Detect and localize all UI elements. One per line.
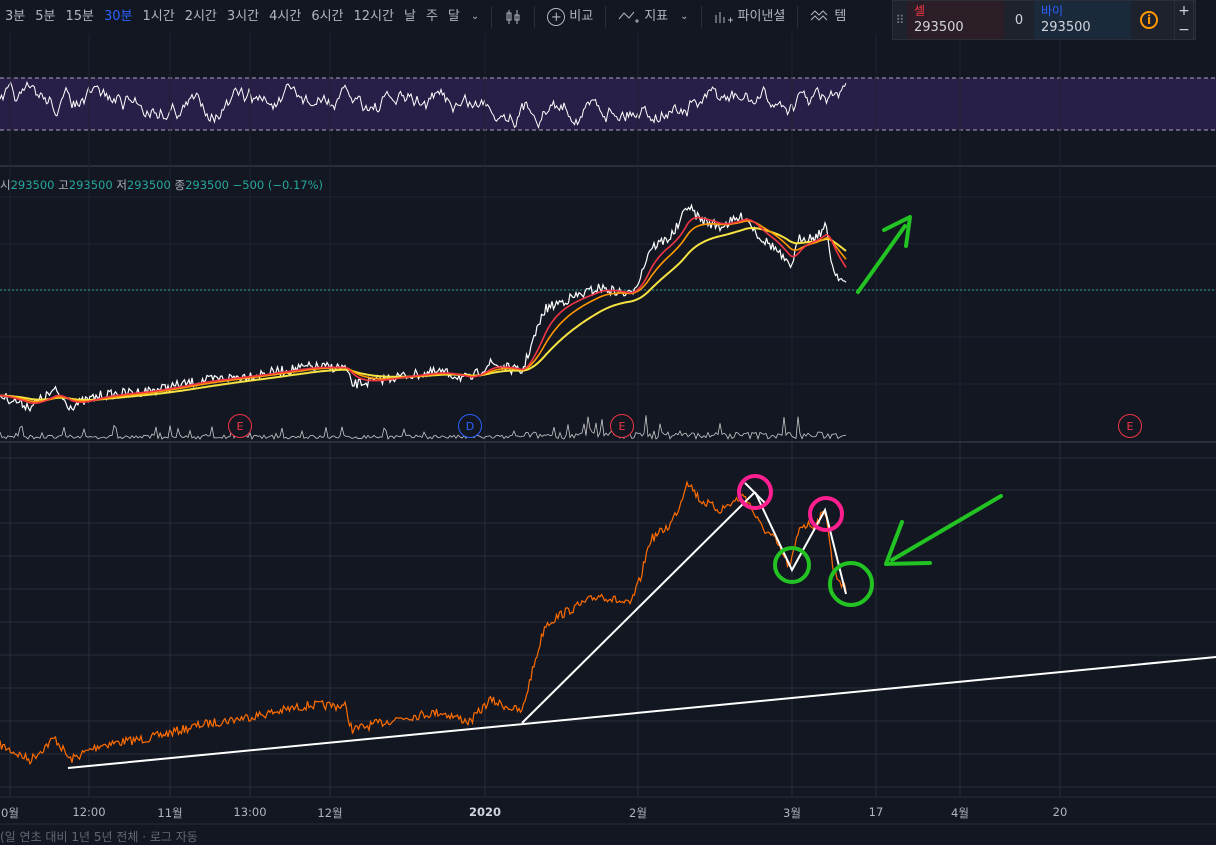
close-value: 293500 <box>185 178 229 192</box>
interval-3h[interactable]: 3시간 <box>226 9 260 24</box>
chevron-down-icon: ⌄ <box>470 11 480 22</box>
time-axis-label: 12:00 <box>72 805 106 819</box>
template-icon <box>811 10 828 21</box>
rsi-band <box>0 78 1216 130</box>
chart-type-button[interactable] <box>498 8 528 26</box>
ohlc-legend: 시293500 고293500 저293500 종293500 −500 (−0… <box>0 177 323 193</box>
time-axis-label: 2020 <box>468 805 502 819</box>
template-button[interactable]: 템 <box>804 0 852 34</box>
interval-6h[interactable]: 6시간 <box>311 9 344 24</box>
buy-button[interactable]: 바이 293500 <box>1034 1 1131 39</box>
toolbar-divider <box>491 6 493 28</box>
trade-panel: ⠿ 셀 293500 0 바이 293500 i <box>892 0 1196 40</box>
indicators-dropdown[interactable]: ⌄ <box>674 0 694 34</box>
green-circle-1[interactable] <box>773 546 811 584</box>
financials-icon <box>715 12 733 23</box>
time-axis-label: 12월 <box>317 806 343 820</box>
zigzag-pattern[interactable] <box>754 491 847 595</box>
lower-pane <box>0 474 1216 769</box>
rsi-line <box>0 80 847 129</box>
pink-circle-1[interactable] <box>737 474 773 510</box>
compare-label: 비교 <box>569 9 594 24</box>
interval-dropdown[interactable]: ⌄ <box>465 0 485 34</box>
interval-week[interactable]: 주 <box>425 9 438 24</box>
quantity-value[interactable]: 0 <box>1014 12 1024 28</box>
interval-15m[interactable]: 15분 <box>65 9 94 24</box>
zoom-out-button[interactable]: − <box>1178 21 1190 38</box>
zoom-in-button[interactable]: + <box>1178 2 1190 19</box>
time-axis-label: 17 <box>868 805 884 819</box>
rsi-pane <box>0 77 1216 131</box>
info-icon: i <box>1140 11 1158 29</box>
time-axis-label: 13:00 <box>233 805 267 819</box>
info-button[interactable]: i <box>1131 1 1167 39</box>
buy-label: 바이 <box>1041 4 1064 18</box>
main-grid <box>0 34 1216 442</box>
chevron-down-icon: ⌄ <box>680 11 689 22</box>
high-value: 293500 <box>68 178 113 192</box>
indicators-icon <box>618 11 640 23</box>
plus-circle-icon: + <box>547 8 566 26</box>
annotation-arrow-up[interactable] <box>856 215 912 294</box>
annotation-arrow-down[interactable] <box>884 494 1003 566</box>
pine-editor-button[interactable]: 파이낸셜 <box>708 0 792 34</box>
earnings-event-marker[interactable]: E <box>228 414 252 438</box>
candles-icon <box>506 10 520 24</box>
ma-red-line <box>0 216 847 405</box>
time-axis-label: 20 <box>1052 805 1068 819</box>
interval-30m[interactable]: 30분 <box>103 9 133 24</box>
cross-mark <box>744 482 766 504</box>
time-axis-label: 3월 <box>783 806 801 820</box>
volume-series <box>0 415 847 441</box>
pink-circle-2[interactable] <box>808 496 844 532</box>
high-label: 고 <box>58 178 69 192</box>
time-axis-label: 4월 <box>951 806 969 820</box>
price-line-orange <box>0 480 847 766</box>
lower-grid <box>0 442 1216 797</box>
trendline-long[interactable] <box>67 656 1216 769</box>
template-label: 템 <box>834 9 847 24</box>
low-value: 293500 <box>126 178 171 192</box>
indicators-label: 지표 <box>644 9 669 24</box>
toolbar-divider <box>605 6 607 28</box>
interval-3m[interactable]: 3분 <box>5 9 26 24</box>
pine-label: 파이낸셜 <box>737 9 786 24</box>
interval-12h[interactable]: 12시간 <box>353 9 394 24</box>
trendline-steep[interactable] <box>521 491 756 724</box>
open-value: 293500 <box>10 178 55 192</box>
sell-button[interactable]: 셀 293500 <box>907 1 1004 39</box>
interval-2h[interactable]: 2시간 <box>184 9 217 24</box>
earnings-event-marker[interactable]: E <box>1118 414 1142 438</box>
interval-1h[interactable]: 1시간 <box>142 9 175 24</box>
range-tabs[interactable]: (일 연초 대비 1년 5년 전체 · 로그 자동 <box>0 830 198 844</box>
sell-label: 셀 <box>914 4 926 18</box>
dividend-event-marker[interactable]: D <box>458 414 482 438</box>
time-axis-label: 0월 <box>1 806 19 820</box>
open-label: 시 <box>0 178 11 192</box>
toolbar-divider <box>534 6 536 28</box>
change-value: −500 (−0.17%) <box>232 178 324 192</box>
buy-price: 293500 <box>1041 20 1091 35</box>
indicators-button[interactable]: 지표 <box>612 0 674 34</box>
time-axis-label: 2월 <box>629 806 647 820</box>
zoom-control: + − <box>1174 0 1194 40</box>
price-pane <box>0 203 912 441</box>
interval-day[interactable]: 날 <box>403 9 416 24</box>
drag-handle-icon[interactable]: ⠿ <box>895 13 905 27</box>
green-circle-2[interactable] <box>828 561 874 607</box>
interval-4h[interactable]: 4시간 <box>269 9 302 24</box>
earnings-event-marker[interactable]: E <box>610 414 634 438</box>
compare-button[interactable]: + 비교 <box>541 0 599 34</box>
sell-price: 293500 <box>914 20 964 35</box>
interval-5m[interactable]: 5분 <box>35 9 56 24</box>
toolbar-divider <box>700 6 702 28</box>
interval-month[interactable]: 달 <box>447 9 460 24</box>
low-label: 저 <box>116 178 127 192</box>
close-label: 종 <box>174 178 186 192</box>
time-axis-label: 11월 <box>157 806 183 820</box>
toolbar-divider <box>797 6 799 28</box>
